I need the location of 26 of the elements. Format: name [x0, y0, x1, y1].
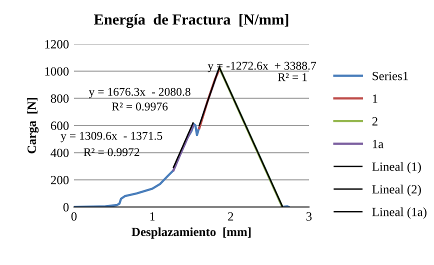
x-tick-label: 2: [228, 212, 234, 221]
y-axis-title: Carga [N]: [27, 98, 39, 154]
legend-label: 1: [372, 94, 378, 103]
x-tick-label: 0: [71, 212, 77, 221]
y-tick-label: 400: [50, 148, 69, 158]
annotation: y = 1676.3x - 2080.8: [88, 88, 190, 98]
annotation: R² = 0.9972: [84, 148, 140, 156]
x-tick-label: 1: [150, 212, 155, 221]
legend-label: Lineal (1): [372, 162, 421, 174]
chart-title: Energía de Fractura [N/mm]: [94, 14, 288, 28]
annotation: R² = 1: [278, 73, 307, 82]
legend-label: Series1: [372, 72, 408, 80]
y-tick-label: 800: [50, 94, 69, 103]
y-tick-label: 1200: [45, 40, 69, 48]
y-tick-label: 600: [50, 122, 69, 130]
legend-label: 2: [372, 117, 378, 126]
annotation: R² = 0.9976: [112, 102, 168, 111]
x-tick-label: 3: [306, 212, 312, 221]
legend-label: 1a: [372, 140, 384, 148]
y-tick-label: 0: [63, 203, 69, 212]
legend-label: Lineal (1a): [372, 207, 426, 219]
legend-label: Lineal (2): [372, 184, 421, 196]
y-tick-label: 200: [50, 176, 69, 184]
y-tick-label: 1000: [45, 67, 69, 76]
x-axis-title: Desplazamiento [mm]: [132, 227, 251, 239]
annotation: y = 1309.6x - 1371.5: [60, 132, 162, 142]
